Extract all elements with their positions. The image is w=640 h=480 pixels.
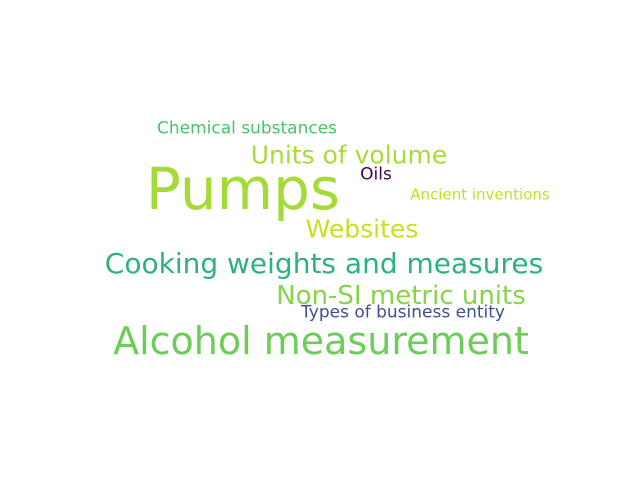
word-non-si-metric-units: Non-SI metric units	[276, 281, 526, 311]
word-oils: Oils	[360, 164, 392, 185]
word-cooking-weights-and-measures: Cooking weights and measures	[104, 247, 544, 280]
word-chemical-substances: Chemical substances	[156, 118, 338, 139]
word-types-of-business-entity: Types of business entity	[301, 302, 505, 323]
word-units-of-volume: Units of volume	[250, 140, 448, 170]
word-alcohol-measurement: Alcohol measurement	[113, 319, 529, 363]
word-pumps: Pumps	[145, 155, 341, 223]
word-ancient-inventions: Ancient inventions	[410, 185, 550, 204]
word-websites: Websites	[305, 214, 419, 244]
